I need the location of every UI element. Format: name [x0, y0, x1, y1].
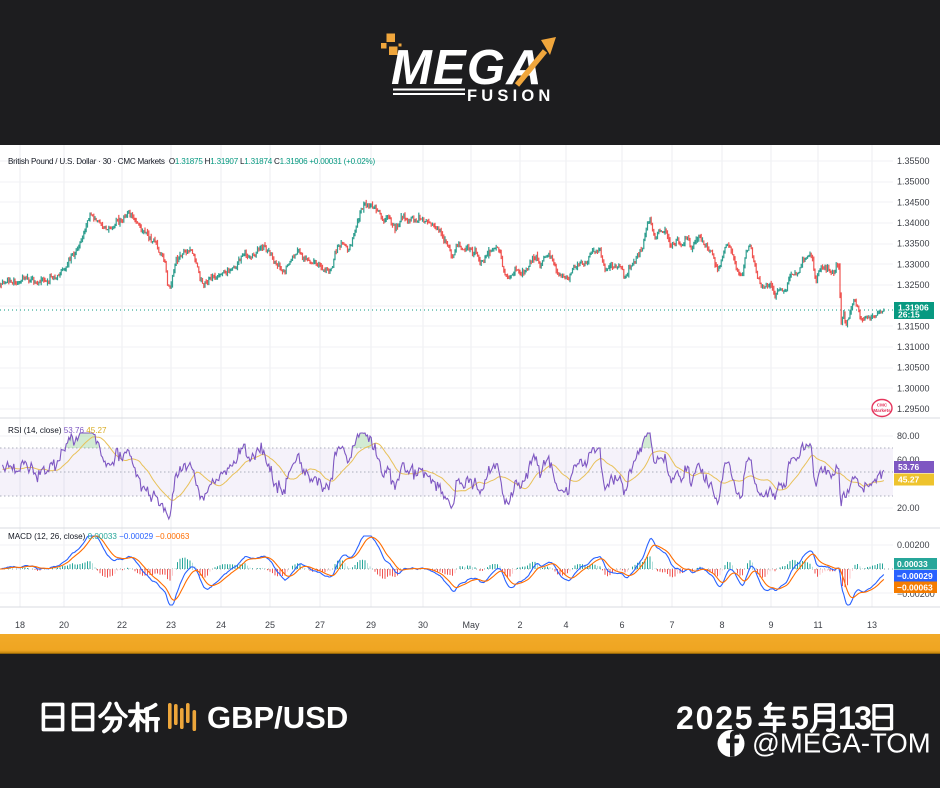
svg-text:9: 9 — [768, 620, 773, 630]
svg-text:2025: 2025 — [676, 700, 754, 736]
svg-text:British Pound / U.S. Dollar ·: British Pound / U.S. Dollar · 30 · CMC M… — [8, 157, 376, 166]
svg-text:1.34500: 1.34500 — [897, 197, 930, 207]
svg-text:29: 29 — [366, 620, 376, 630]
svg-text:2: 2 — [517, 620, 522, 630]
svg-text:11: 11 — [813, 620, 822, 630]
svg-text:30: 30 — [418, 620, 428, 630]
svg-text:−0.00029: −0.00029 — [897, 571, 933, 581]
svg-text:6: 6 — [619, 620, 624, 630]
svg-text:1.33500: 1.33500 — [897, 239, 930, 249]
svg-text:0.00200: 0.00200 — [897, 540, 930, 550]
svg-text:18: 18 — [15, 620, 25, 630]
svg-text:45.27: 45.27 — [898, 475, 920, 485]
svg-text:5: 5 — [791, 700, 809, 736]
svg-text:Markets: Markets — [873, 408, 891, 413]
svg-text:1.31500: 1.31500 — [897, 321, 930, 331]
svg-text:60.00: 60.00 — [897, 455, 920, 465]
svg-text:20: 20 — [59, 620, 69, 630]
svg-text:@MEGA-TOM: @MEGA-TOM — [752, 728, 931, 759]
svg-text:13: 13 — [838, 700, 871, 736]
svg-text:24: 24 — [216, 620, 226, 630]
svg-text:RSI (14, close) 53.76 45.27: RSI (14, close) 53.76 45.27 — [8, 426, 107, 435]
svg-text:1.30500: 1.30500 — [897, 363, 930, 373]
svg-text:23: 23 — [166, 620, 176, 630]
svg-text:1.31000: 1.31000 — [897, 342, 930, 352]
svg-text:MACD (12, 26, close) 0.00033 −: MACD (12, 26, close) 0.00033 −0.00029 −0… — [8, 532, 190, 541]
svg-text:1.32500: 1.32500 — [897, 280, 930, 290]
svg-text:−0.00200: −0.00200 — [897, 589, 935, 599]
svg-text:−0.00063: −0.00063 — [897, 583, 933, 593]
svg-text:80.00: 80.00 — [897, 431, 920, 441]
svg-text:1.31906: 1.31906 — [898, 303, 929, 313]
svg-text:0.00033: 0.00033 — [897, 559, 928, 569]
svg-text:MEGA: MEGA — [391, 41, 543, 95]
svg-text:1.29500: 1.29500 — [897, 404, 930, 414]
svg-text:13: 13 — [867, 620, 877, 630]
svg-text:25: 25 — [265, 620, 275, 630]
svg-text:53.76: 53.76 — [898, 462, 920, 472]
svg-text:GBP/USD: GBP/USD — [207, 700, 348, 735]
svg-text:FUSION: FUSION — [467, 87, 555, 105]
svg-text:CMC: CMC — [877, 403, 888, 408]
svg-text:1.30000: 1.30000 — [897, 383, 930, 393]
svg-text:8: 8 — [719, 620, 724, 630]
svg-text:4: 4 — [563, 620, 568, 630]
svg-text:27: 27 — [315, 620, 325, 630]
svg-text:26:15: 26:15 — [898, 310, 920, 320]
svg-text:1.35500: 1.35500 — [897, 156, 930, 166]
svg-text:7: 7 — [669, 620, 674, 630]
svg-text:May: May — [462, 620, 480, 630]
svg-text:22: 22 — [117, 620, 127, 630]
svg-text:1.35000: 1.35000 — [897, 177, 930, 187]
svg-text:1.33000: 1.33000 — [897, 259, 930, 269]
svg-text:1.34000: 1.34000 — [897, 218, 930, 228]
svg-text:20.00: 20.00 — [897, 503, 920, 513]
